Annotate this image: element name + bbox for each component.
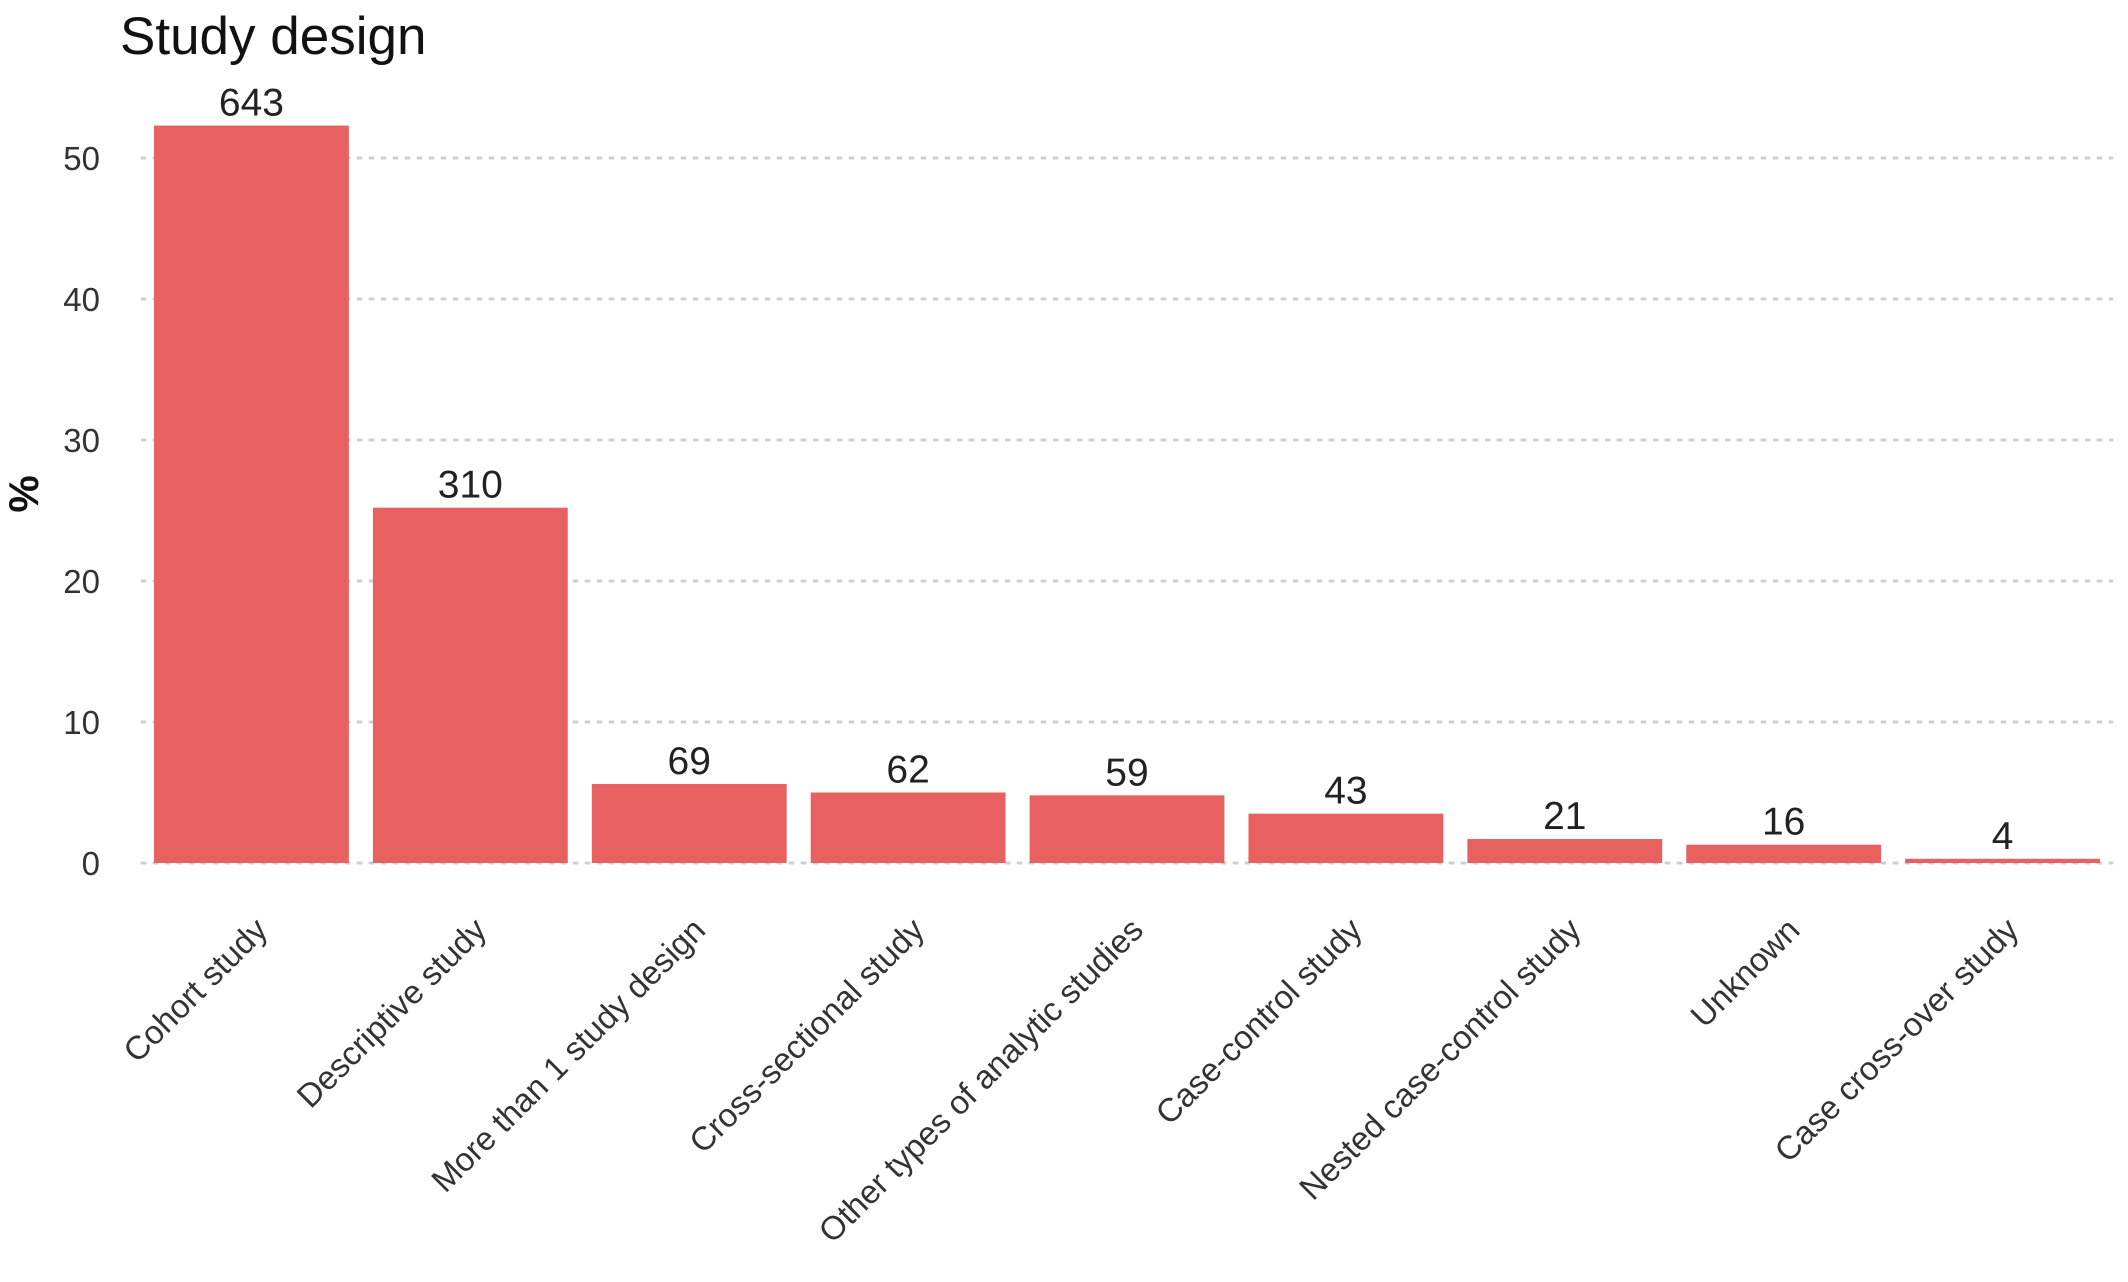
bars — [154, 125, 2100, 863]
bar — [810, 792, 1006, 863]
bar — [1029, 795, 1225, 863]
y-tick-label: 50 — [63, 140, 100, 177]
data-label: 16 — [1762, 801, 1805, 844]
bar — [1467, 839, 1663, 863]
bar — [591, 784, 787, 863]
y-tick-label: 20 — [63, 563, 100, 600]
chart-title: Study design — [120, 7, 427, 66]
data-label: 21 — [1543, 795, 1586, 838]
y-tick-label: 10 — [63, 704, 100, 741]
data-label: 62 — [886, 749, 929, 792]
data-label: 4 — [1992, 815, 2014, 858]
x-tick-label: Descriptive study — [289, 910, 493, 1114]
y-tick-label: 40 — [63, 281, 100, 318]
x-tick-label: Cohort study — [116, 910, 275, 1069]
data-label: 310 — [438, 464, 503, 507]
x-tick-label: Cross-sectional study — [682, 910, 932, 1160]
bar — [1686, 844, 1882, 863]
y-tick-label: 30 — [63, 422, 100, 459]
data-label: 643 — [219, 82, 284, 125]
y-tick-label: 0 — [82, 845, 100, 882]
y-axis-label: % — [0, 475, 47, 512]
x-tick-label: Case cross-over study — [1767, 910, 2026, 1169]
data-label: 69 — [668, 740, 711, 783]
data-labels: 643 310 69 62 59 43 21 16 4 — [219, 82, 2014, 858]
x-tick-label: Unknown — [1683, 911, 1806, 1034]
x-tick-label: Case-control study — [1148, 910, 1369, 1131]
y-axis-ticks: 0 10 20 30 40 50 — [63, 140, 100, 882]
bar — [1905, 858, 2100, 863]
bar — [1248, 813, 1444, 863]
data-label: 43 — [1324, 770, 1367, 813]
bar — [154, 125, 349, 863]
data-label: 59 — [1105, 751, 1148, 794]
bar — [372, 507, 568, 863]
